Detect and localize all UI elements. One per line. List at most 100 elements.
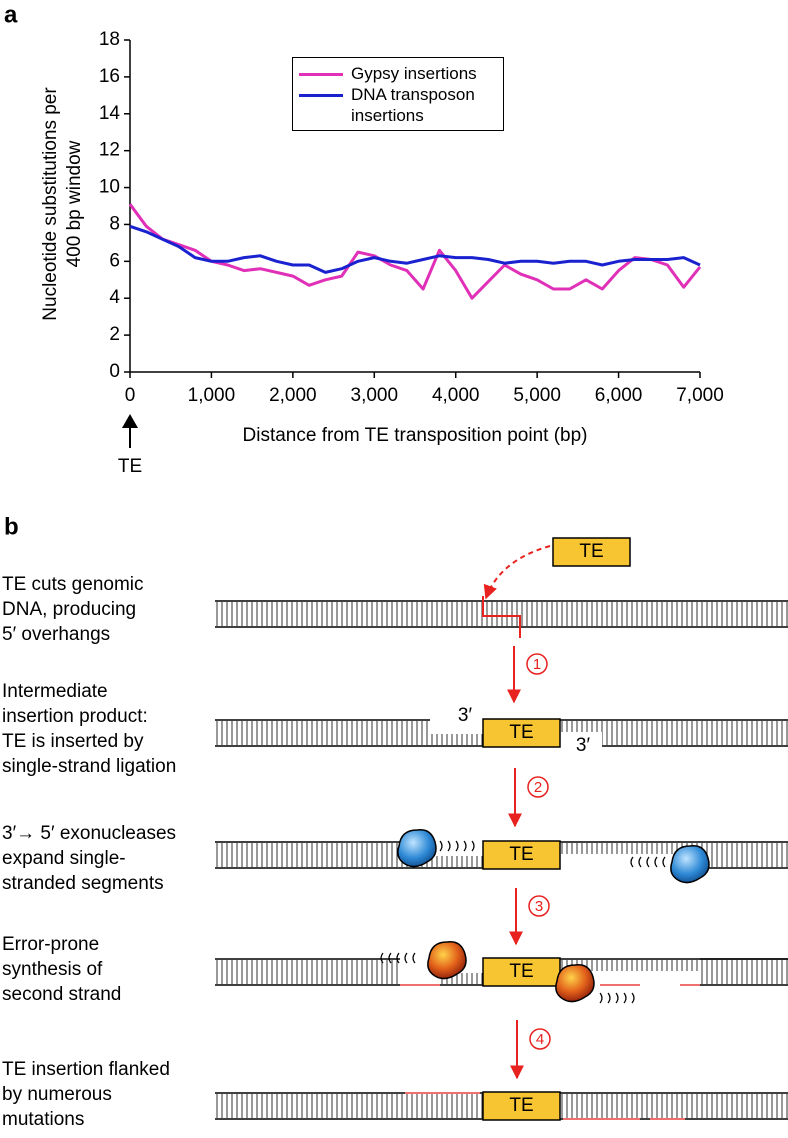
enzyme — [670, 845, 710, 884]
step-text: mutations — [2, 1109, 84, 1130]
y-tick-label: 18 — [99, 29, 120, 50]
legend-item: Gypsy insertions — [299, 63, 497, 84]
series-line — [128, 203, 702, 300]
y-tick-label: 12 — [99, 140, 120, 161]
te-label: TE — [509, 1095, 533, 1116]
te-arrowhead — [122, 414, 138, 428]
trail — [380, 952, 384, 964]
legend-label: Gypsy insertions — [351, 64, 477, 83]
base-pairs — [215, 843, 400, 867]
step-text: TE cuts genomic — [2, 574, 144, 595]
trail — [439, 840, 443, 852]
step-number: 2 — [534, 779, 542, 796]
legend-swatch — [299, 73, 343, 76]
x-tick-label: 5,000 — [513, 385, 561, 406]
strand-end: 3′ — [576, 735, 591, 756]
trail — [388, 952, 392, 964]
trail — [654, 856, 658, 868]
trail — [404, 952, 408, 964]
bases — [560, 843, 705, 854]
trail — [455, 840, 459, 852]
y-axis-label: Nucleotide substitutions per 400 bp wind… — [40, 87, 85, 321]
step-text: TE is inserted by — [2, 731, 144, 752]
legend: Gypsy insertions DNA transposon insertion… — [292, 57, 504, 131]
base-pairs — [705, 843, 788, 867]
y-tick-label: 14 — [99, 103, 121, 124]
cut — [482, 596, 521, 638]
trail — [623, 992, 627, 1004]
bases — [560, 721, 602, 732]
x-tick-label: 7,000 — [676, 385, 724, 406]
panel-label: a — [4, 1, 18, 28]
te-label: TE — [509, 722, 533, 743]
trail — [447, 840, 451, 852]
x-tick-label: 6,000 — [595, 385, 643, 406]
x-axis-label: Distance from TE transposition point (bp… — [243, 425, 588, 446]
base-pairs — [215, 602, 788, 626]
y-tick-label: 8 — [109, 213, 120, 234]
panel-label: b — [4, 513, 19, 540]
base-pairs — [602, 721, 788, 745]
step-text: TE insertion flanked — [2, 1059, 170, 1080]
base-pairs — [215, 721, 430, 745]
diagram: TE TE 3′ 3′ TE TE TE 1 2 3 4 TE cuts genomic DNA, pr… — [2, 537, 788, 1130]
te-label: TE — [509, 961, 533, 982]
base-pairs — [215, 960, 400, 984]
insert-arrow — [483, 545, 551, 600]
te-label: TE — [579, 541, 603, 562]
trail — [412, 952, 416, 964]
enzyme — [555, 964, 595, 1003]
te-box — [482, 840, 561, 870]
step-text: 5′ overhangs — [2, 624, 110, 645]
step-text: insertion product: — [2, 706, 148, 727]
legend-swatch — [299, 94, 343, 97]
x-tick-label: 0 — [125, 385, 136, 406]
step-text: Intermediate — [2, 681, 108, 702]
step-text: second strand — [2, 984, 121, 1005]
trail — [638, 856, 642, 868]
step-text: 3′→ 5′ exonucleases — [2, 823, 176, 844]
step-text: stranded segments — [2, 873, 164, 894]
base-pairs — [215, 1094, 483, 1118]
step-number: 1 — [533, 656, 541, 673]
bases — [560, 960, 788, 971]
te-box — [482, 1091, 561, 1121]
y-tick-label: 4 — [109, 287, 120, 308]
trail — [599, 992, 603, 1004]
annotation: TE — [118, 456, 142, 477]
trail — [630, 856, 634, 868]
x-tick-label: 2,000 — [269, 385, 317, 406]
step-number: 3 — [535, 898, 543, 915]
step-number: 4 — [536, 1031, 544, 1048]
step-text: expand single- — [2, 848, 126, 869]
step-text: DNA, producing — [2, 599, 136, 620]
trail — [662, 856, 666, 868]
base-pairs — [700, 960, 788, 984]
x-tick-label: 3,000 — [351, 385, 399, 406]
trail — [607, 992, 611, 1004]
step-circle — [528, 895, 550, 917]
trail — [396, 952, 400, 964]
x-tick-label: 4,000 — [432, 385, 480, 406]
y-tick-label: 0 — [109, 361, 120, 382]
bases — [400, 856, 483, 867]
step-circle — [529, 1028, 551, 1050]
step-circle — [526, 653, 548, 675]
te-label: TE — [509, 844, 533, 865]
te-box — [482, 718, 561, 748]
trail — [471, 840, 475, 852]
strand-end: 3′ — [458, 705, 473, 726]
trail — [615, 992, 619, 1004]
step-text: Error-prone — [2, 934, 99, 955]
trail — [646, 856, 650, 868]
y-tick-label: 16 — [99, 66, 120, 87]
step-text: synthesis of — [2, 959, 103, 980]
bases — [440, 973, 483, 984]
y-tick-label: 2 — [109, 324, 120, 345]
step-text: by numerous — [2, 1084, 112, 1105]
legend-item: DNA transposon insertions — [299, 84, 497, 126]
te-box — [552, 537, 631, 567]
bases — [430, 734, 483, 745]
trail — [463, 840, 467, 852]
